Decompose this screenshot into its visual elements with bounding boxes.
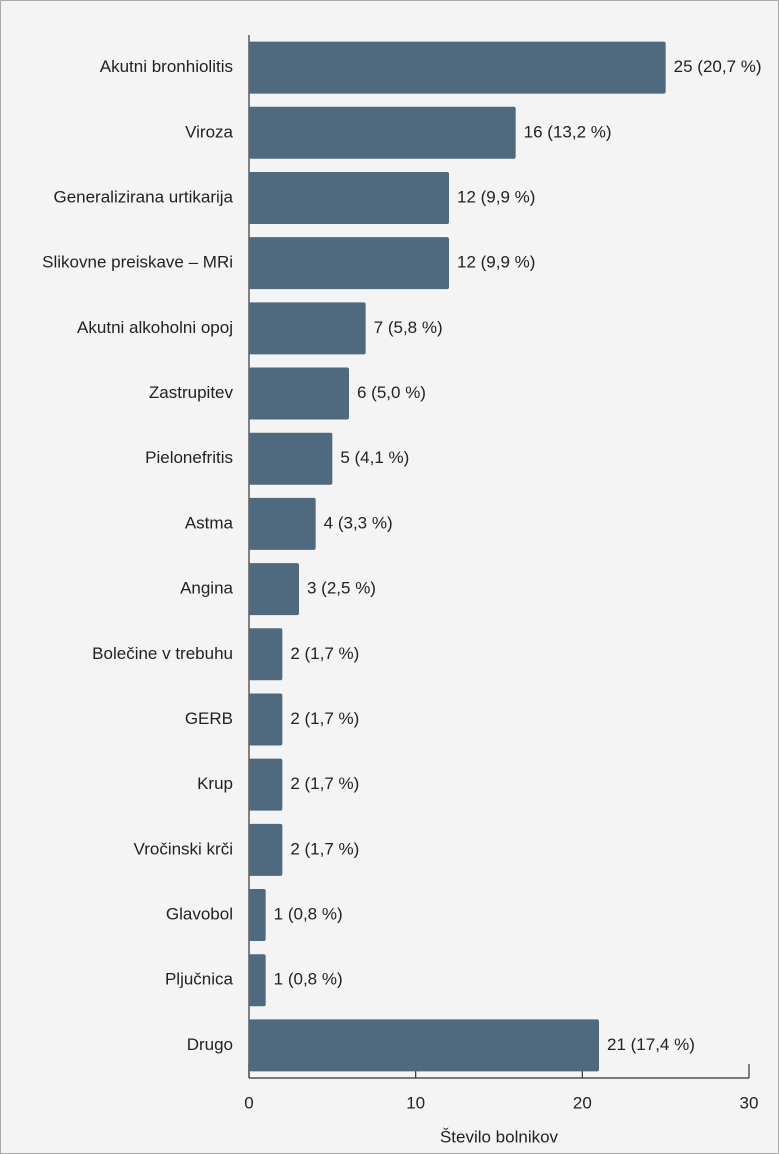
data-label: 1 (0,8 %) [274, 970, 343, 989]
y-tick-label: Astma [185, 513, 234, 532]
data-label: 5 (4,1 %) [340, 448, 409, 467]
y-tick-label: Zastrupitev [149, 383, 234, 402]
data-label: 6 (5,0 %) [357, 383, 426, 402]
bar [249, 823, 283, 876]
y-tick-label: Vročinski krči [134, 839, 234, 858]
bar [249, 367, 349, 420]
bar [249, 693, 283, 746]
data-label: 16 (13,2 %) [524, 122, 612, 141]
data-label: 12 (9,9 %) [457, 187, 535, 206]
data-label: 12 (9,9 %) [457, 253, 535, 272]
data-label: 7 (5,8 %) [374, 318, 443, 337]
bar [249, 432, 333, 485]
bar [249, 954, 266, 1007]
bar [249, 889, 266, 942]
bar [249, 106, 516, 159]
y-tick-label: GERB [185, 709, 233, 728]
y-tick-label: Krup [197, 774, 233, 793]
data-label: 2 (1,7 %) [290, 644, 359, 663]
bar [249, 497, 316, 550]
data-label: 21 (17,4 %) [607, 1035, 695, 1054]
x-tick-label: 10 [406, 1093, 425, 1112]
y-tick-label: Drugo [187, 1035, 233, 1054]
bar [249, 628, 283, 681]
bar [249, 237, 449, 290]
data-label: 2 (1,7 %) [290, 839, 359, 858]
y-tick-label: Pljučnica [165, 970, 234, 989]
x-axis-title: Število bolnikov [440, 1127, 559, 1146]
bar [249, 41, 666, 94]
y-tick-label: Generalizirana urtikarija [53, 187, 233, 206]
y-tick-label: Akutni alkoholni opoj [77, 318, 233, 337]
y-tick-label: Viroza [185, 122, 233, 141]
y-tick-label: Angina [180, 579, 233, 598]
data-label: 1 (0,8 %) [274, 905, 343, 924]
data-label: 3 (2,5 %) [307, 579, 376, 598]
y-tick-label: Bolečine v trebuhu [92, 644, 233, 663]
data-label: 2 (1,7 %) [290, 709, 359, 728]
bar [249, 302, 366, 355]
y-tick-label: Pielonefritis [145, 448, 233, 467]
bar [249, 563, 299, 616]
x-tick-label: 30 [740, 1093, 759, 1112]
data-label: 4 (3,3 %) [324, 513, 393, 532]
x-tick-label: 0 [244, 1093, 253, 1112]
y-tick-label: Slikovne preiskave – MRi [42, 253, 233, 272]
bar [249, 1019, 599, 1072]
x-tick-label: 20 [573, 1093, 592, 1112]
data-label: 2 (1,7 %) [290, 774, 359, 793]
data-label: 25 (20,7 %) [674, 57, 762, 76]
bar [249, 171, 449, 224]
y-tick-label: Glavobol [166, 905, 233, 924]
y-tick-label: Akutni bronhiolitis [100, 57, 233, 76]
bar [249, 758, 283, 811]
